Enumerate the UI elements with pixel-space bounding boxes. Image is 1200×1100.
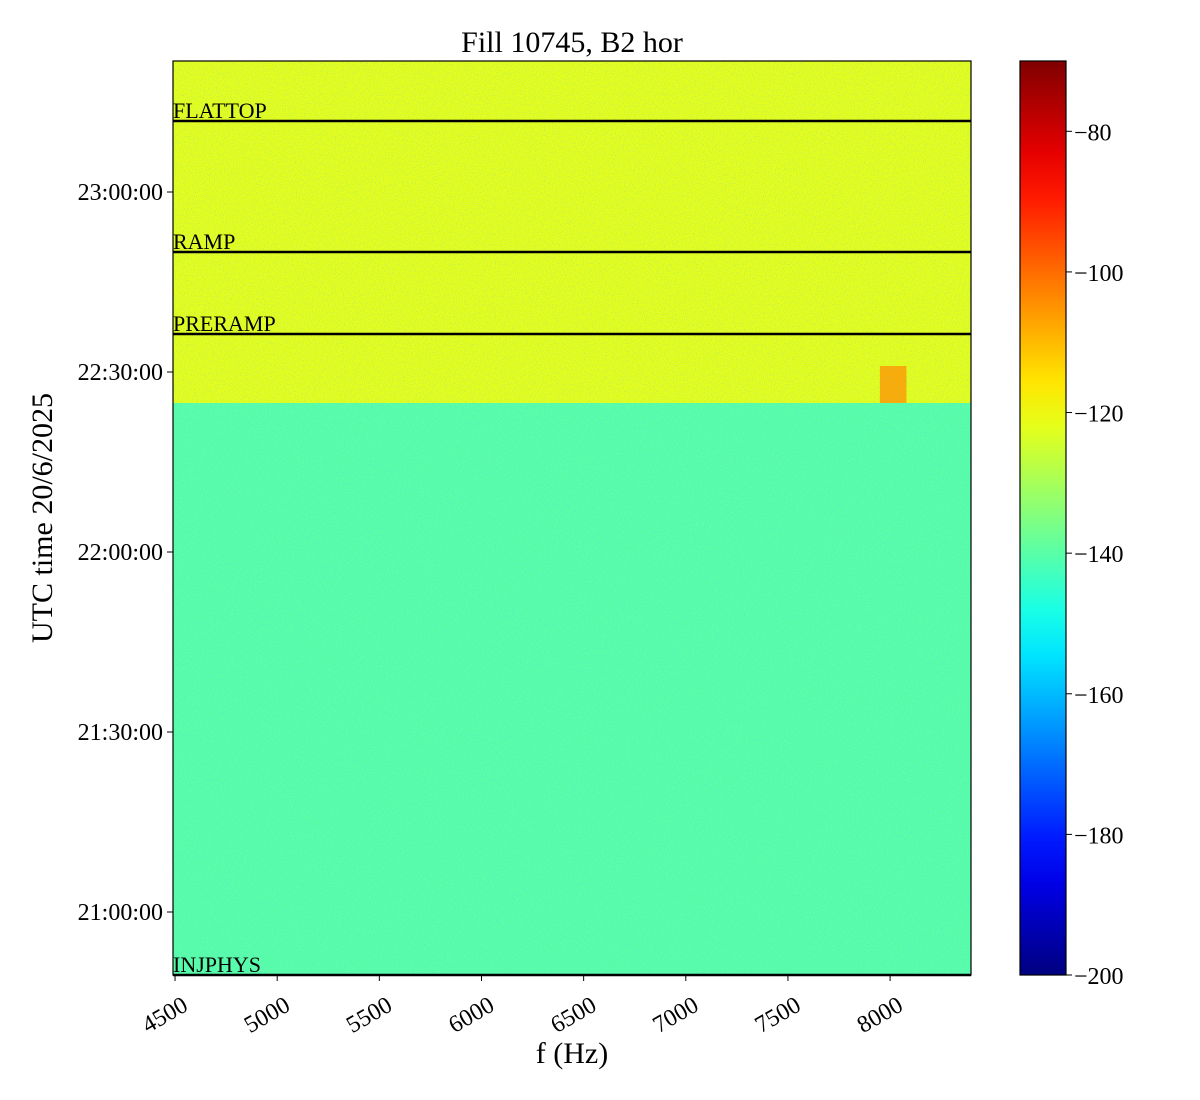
colorbar-tick-label: −100 xyxy=(1074,261,1124,287)
colorbar-tick-label: −120 xyxy=(1074,402,1124,428)
x-tick-label: 5500 xyxy=(342,992,397,1039)
colorbar xyxy=(1019,60,1067,976)
colorbar-tick-label: −200 xyxy=(1074,964,1124,990)
x-tick-label: 7000 xyxy=(649,992,704,1039)
colorbar-tick-label: −160 xyxy=(1074,683,1124,709)
chart-title: Fill 10745, B2 hor xyxy=(461,26,683,59)
colorbar-tick-label: −180 xyxy=(1074,823,1124,849)
event-label: INJPHYS xyxy=(173,952,261,977)
y-tick-label: 22:00:00 xyxy=(78,540,163,566)
colorbar-tick-label: −80 xyxy=(1074,120,1112,146)
noise-texture xyxy=(173,61,971,975)
x-tick-label: 6500 xyxy=(546,992,601,1039)
y-tick-label: 23:00:00 xyxy=(78,180,163,206)
y-tick-label: 21:00:00 xyxy=(78,900,163,926)
x-tick-label: 7500 xyxy=(751,992,806,1039)
y-tick-label: 22:30:00 xyxy=(78,360,163,386)
x-axis-label: f (Hz) xyxy=(536,1037,608,1070)
event-label: RAMP xyxy=(173,229,235,254)
y-tick-label: 21:30:00 xyxy=(78,720,163,746)
x-tick-label: 6000 xyxy=(444,992,499,1039)
plot-area xyxy=(173,61,971,975)
y-axis-label: UTC time 20/6/2025 xyxy=(26,393,59,643)
x-tick-label: 5000 xyxy=(240,992,295,1039)
colorbar-tick-label: −140 xyxy=(1074,542,1124,568)
event-label: FLATTOP xyxy=(173,98,267,123)
event-label: PRERAMP xyxy=(173,311,276,336)
x-tick-label: 4500 xyxy=(138,992,193,1039)
x-tick-label: 8000 xyxy=(853,992,908,1039)
